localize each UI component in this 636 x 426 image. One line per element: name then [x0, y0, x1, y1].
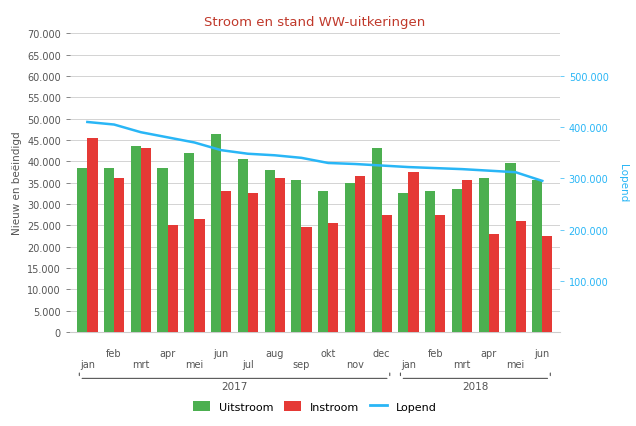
Bar — [328, 224, 338, 332]
Bar — [462, 181, 472, 332]
Text: sep: sep — [293, 359, 310, 369]
Text: okt: okt — [321, 348, 336, 359]
Bar — [248, 194, 258, 332]
Text: mrt: mrt — [453, 359, 471, 369]
Bar — [158, 168, 168, 332]
Bar — [425, 192, 435, 332]
Y-axis label: Nieuw en beëindigd: Nieuw en beëindigd — [11, 132, 22, 235]
Text: jan: jan — [401, 359, 416, 369]
Text: aug: aug — [265, 348, 284, 359]
Text: 2018: 2018 — [462, 382, 488, 391]
Text: apr: apr — [481, 348, 497, 359]
Text: 2017: 2017 — [221, 382, 248, 391]
Bar — [452, 190, 462, 332]
Bar — [238, 160, 248, 332]
Bar — [301, 228, 312, 332]
Bar — [141, 149, 151, 332]
Text: mrt: mrt — [132, 359, 149, 369]
Bar — [382, 215, 392, 332]
Bar — [77, 168, 87, 332]
Text: mei: mei — [506, 359, 525, 369]
Text: feb: feb — [427, 348, 443, 359]
Text: jul: jul — [242, 359, 254, 369]
Bar — [435, 215, 445, 332]
Bar — [291, 181, 301, 332]
Bar — [355, 177, 365, 332]
Bar — [345, 183, 355, 332]
Text: mei: mei — [185, 359, 204, 369]
Bar — [506, 164, 516, 332]
Bar — [318, 192, 328, 332]
Bar — [168, 226, 178, 332]
Text: jun: jun — [214, 348, 229, 359]
Text: jan: jan — [80, 359, 95, 369]
Bar — [104, 168, 114, 332]
Bar — [275, 179, 285, 332]
Title: Stroom en stand WW-uitkeringen: Stroom en stand WW-uitkeringen — [204, 16, 425, 29]
Text: nov: nov — [346, 359, 364, 369]
Bar — [114, 179, 124, 332]
Bar — [371, 149, 382, 332]
Bar — [131, 147, 141, 332]
Bar — [221, 192, 232, 332]
Text: apr: apr — [160, 348, 176, 359]
Bar — [265, 170, 275, 332]
Bar — [543, 236, 553, 332]
Y-axis label: Lopend: Lopend — [618, 164, 628, 202]
Bar — [488, 234, 499, 332]
Bar — [184, 153, 195, 332]
Text: feb: feb — [106, 348, 122, 359]
Legend: Uitstroom, Instroom, Lopend: Uitstroom, Instroom, Lopend — [189, 397, 441, 416]
Bar — [532, 181, 543, 332]
Text: jun: jun — [535, 348, 550, 359]
Bar — [195, 219, 205, 332]
Bar — [87, 138, 97, 332]
Bar — [516, 222, 526, 332]
Bar — [479, 179, 488, 332]
Bar — [408, 173, 418, 332]
Bar — [398, 194, 408, 332]
Bar — [211, 134, 221, 332]
Text: dec: dec — [373, 348, 391, 359]
